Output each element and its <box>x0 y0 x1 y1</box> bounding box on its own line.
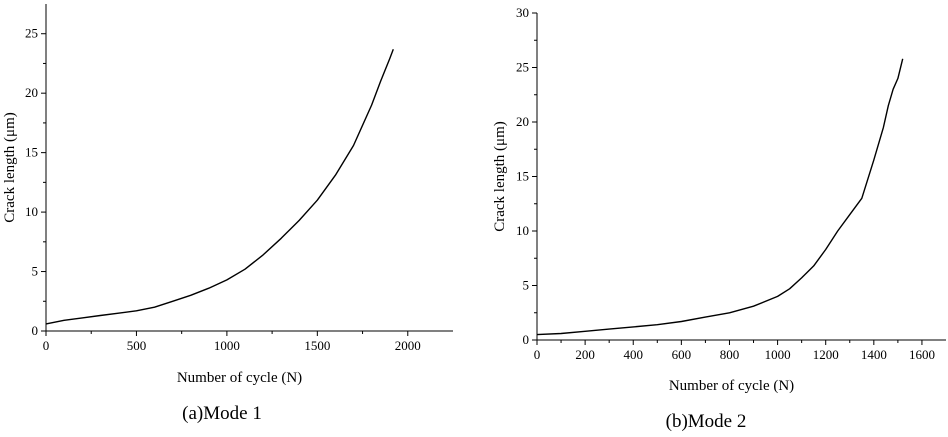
y-tick-label: 5 <box>523 278 530 293</box>
series-line <box>536 58 904 336</box>
y-tick-label: 25 <box>25 26 38 41</box>
chart-mode-2: 0 200 400 600 800 1000 1200 1400 1600 0 5 10 15 20 25 3… <box>492 5 946 432</box>
y-tick-label: 15 <box>25 145 38 160</box>
x-tick-label: 0 <box>43 338 50 353</box>
x-tick-label: 500 <box>127 338 147 353</box>
y-tick-label: 0 <box>523 332 530 347</box>
x-tick-label: 200 <box>575 347 595 362</box>
x-tick-label: 1500 <box>304 338 330 353</box>
x-tick-label: 0 <box>534 347 541 362</box>
y-axis-title: Crack length (μm) <box>492 121 508 232</box>
y-tick-label: 15 <box>516 169 529 184</box>
y-tick-label: 5 <box>32 264 39 279</box>
chart-caption: (b)Mode 2 <box>666 411 747 432</box>
x-tick-label: 1600 <box>909 347 935 362</box>
y-tick-label: 10 <box>25 204 38 219</box>
chart-mode-1: 0 500 1000 1500 2000 0 5 10 15 20 25 Number of cycl… <box>2 4 453 424</box>
x-tick-label: 1000 <box>214 338 240 353</box>
x-tick-label: 800 <box>720 347 740 362</box>
x-tick-label: 1200 <box>813 347 839 362</box>
series-line <box>45 48 394 325</box>
x-tick-label: 400 <box>623 347 643 362</box>
y-axis-title: Crack length (μm) <box>2 112 18 223</box>
y-tick-label: 0 <box>32 323 39 338</box>
y-tick-label: 30 <box>516 5 529 20</box>
x-tick-label: 1000 <box>765 347 791 362</box>
x-axis-title: Number of cycle (N) <box>669 378 794 394</box>
y-tick-label: 20 <box>516 114 529 129</box>
y-tick-label: 20 <box>25 85 38 100</box>
y-tick-label: 25 <box>516 60 529 75</box>
x-tick-label: 2000 <box>395 338 421 353</box>
x-axis-title: Number of cycle (N) <box>177 370 302 386</box>
chart-caption: (a)Mode 1 <box>182 403 262 424</box>
y-tick-label: 10 <box>516 223 529 238</box>
x-tick-label: 600 <box>672 347 692 362</box>
x-tick-label: 1400 <box>861 347 887 362</box>
